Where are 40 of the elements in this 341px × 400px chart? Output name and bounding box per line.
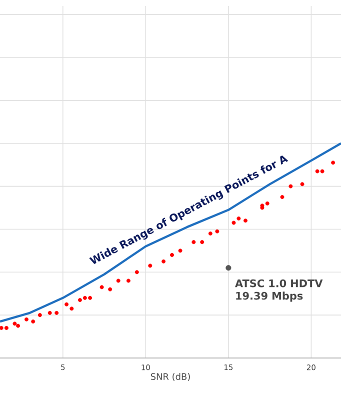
point (38, 313, 42, 318)
point (64, 302, 69, 306)
point (24, 317, 28, 322)
point (48, 310, 52, 315)
point (200, 240, 204, 244)
point (280, 195, 284, 200)
point (116, 278, 120, 283)
point (16, 324, 20, 328)
point (126, 278, 130, 283)
point (265, 201, 270, 206)
point (148, 264, 152, 268)
point (226, 265, 232, 271)
point (12, 322, 17, 326)
point (31, 320, 36, 324)
point (232, 220, 236, 225)
annotation: ATSC 1.0 HDTV 19.39 Mbps (235, 279, 323, 302)
point (100, 285, 104, 290)
point (82, 296, 87, 300)
point (236, 216, 241, 220)
point (315, 169, 320, 174)
point (215, 229, 220, 234)
point (0, 326, 4, 330)
point (320, 169, 324, 174)
point (108, 287, 112, 292)
point (162, 259, 166, 264)
point (300, 182, 304, 186)
point (192, 240, 196, 244)
point (178, 248, 182, 253)
point (331, 160, 336, 165)
point (4, 326, 8, 330)
point (88, 296, 92, 300)
point (288, 184, 293, 188)
point (170, 252, 174, 257)
point (208, 232, 212, 236)
point (243, 218, 248, 223)
point (134, 270, 139, 274)
point (70, 306, 74, 311)
point (54, 310, 59, 315)
x-axis-title: SNR (dB) (150, 373, 190, 382)
point (78, 298, 82, 302)
